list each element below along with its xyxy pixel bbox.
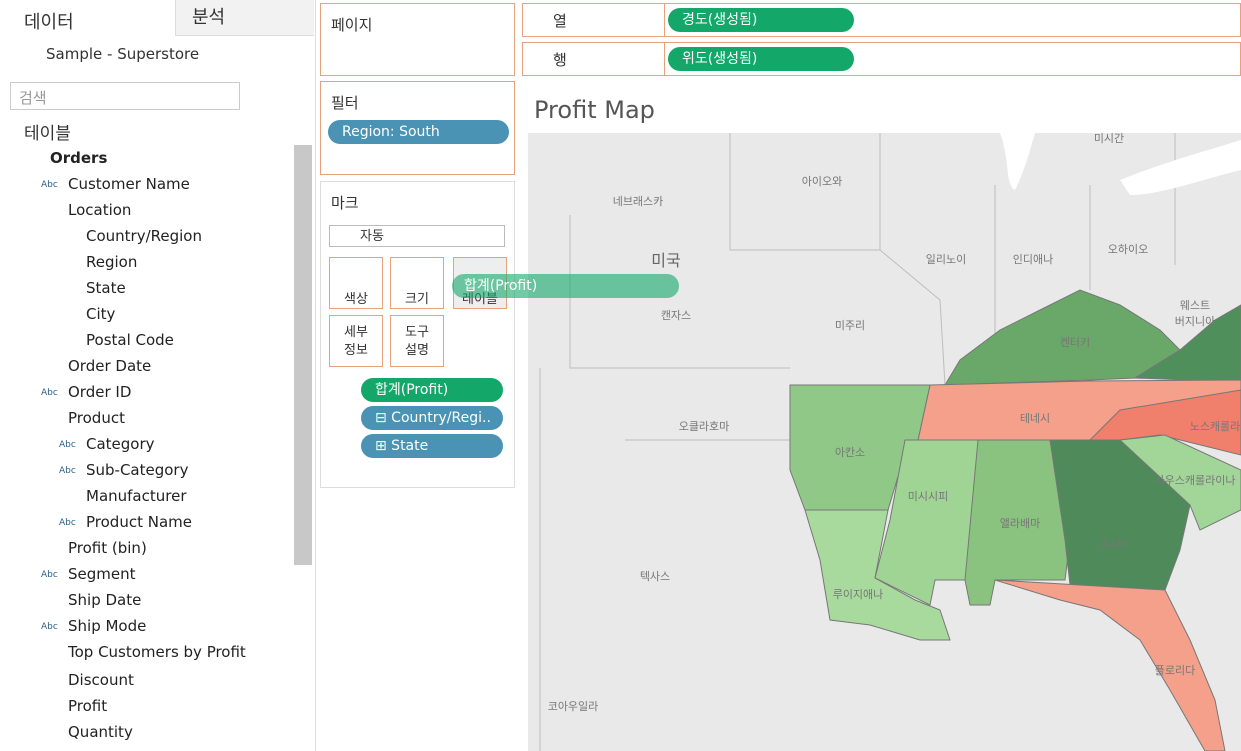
field[interactable]: Ship Date — [68, 591, 142, 609]
mark-pill[interactable]: ⊟ Country/Regi.. — [361, 406, 503, 430]
marks-label: 마크 — [331, 194, 359, 212]
field[interactable]: Region — [86, 253, 138, 271]
map-label: 텍사스 — [639, 570, 671, 583]
drag-ghost: 합계(Profit) — [452, 274, 679, 298]
mark-type-text: 자동 — [360, 229, 384, 244]
field[interactable]: Order ID — [68, 383, 132, 401]
pages-shelf: 페이지 — [320, 3, 515, 76]
field[interactable]: Postal Code — [86, 331, 174, 349]
search-box[interactable]: 검색 — [10, 82, 240, 110]
columns-shelf: 열 경도(생성됨) — [522, 3, 1241, 37]
rows-shelf: 행 위도(생성됨) — [522, 42, 1241, 76]
datasource[interactable]: Sample - Superstore — [46, 45, 200, 63]
filters-label: 필터 — [331, 94, 359, 112]
tab-analysis[interactable]: 분석 — [175, 0, 314, 36]
map — [528, 133, 1241, 751]
tab-data[interactable]: 데이터 — [24, 12, 74, 33]
field[interactable]: State — [86, 279, 126, 297]
map-label: 아칸소 — [834, 446, 866, 459]
field[interactable]: Ship Mode — [68, 617, 147, 635]
columns-label: 열 — [553, 12, 567, 30]
map-label: 웨스트 버지니아 — [1174, 299, 1216, 328]
scrollbar — [294, 145, 312, 565]
view-title: Profit Map — [534, 96, 655, 124]
btn-text: 색상 — [344, 292, 368, 307]
size-btn[interactable]: 크기 — [390, 257, 444, 309]
field[interactable]: Location — [68, 201, 132, 219]
field[interactable]: Product — [68, 409, 125, 427]
color-btn[interactable]: 색상 — [329, 257, 383, 309]
map-label: 켄터키 — [1059, 336, 1091, 349]
field[interactable]: Customer Name — [68, 175, 190, 193]
filters-shelf: 필터 Region: South — [320, 81, 515, 175]
field[interactable]: Product Name — [86, 513, 192, 531]
section-label: 테이블 — [24, 124, 71, 144]
map-label: 아이오와 — [801, 175, 843, 188]
field[interactable]: Profit — [68, 697, 108, 715]
map-label: 미국 — [651, 251, 681, 270]
field-type: Abc — [59, 466, 76, 476]
map-label: 오하이오 — [1107, 243, 1149, 256]
map-label: 미시시피 — [907, 490, 949, 503]
mark-pill[interactable]: ⊞ State — [361, 434, 503, 458]
map-label: 앨라배마 — [999, 517, 1041, 530]
field-type: Abc — [41, 180, 58, 190]
field[interactable]: Manufacturer — [86, 487, 187, 505]
field[interactable]: Segment — [68, 565, 136, 583]
field[interactable]: Profit (bin) — [68, 539, 147, 557]
field[interactable]: Orders — [50, 149, 108, 167]
map-label: 일리노이 — [925, 253, 967, 266]
map-label: 조지아 — [1099, 538, 1131, 551]
map-label: 오클라호마 — [678, 420, 730, 433]
field-type: Abc — [41, 622, 58, 632]
mark-type[interactable]: 자동 — [329, 225, 505, 247]
field[interactable]: City — [86, 305, 116, 323]
filter-pill[interactable]: Region: South — [328, 120, 509, 144]
map-label: 플로리다 — [1154, 664, 1196, 677]
field[interactable]: Category — [86, 435, 155, 453]
pages-label: 페이지 — [331, 16, 373, 34]
field-type: Abc — [41, 388, 58, 398]
btn-text: 세부 정보 — [344, 325, 368, 358]
btn-text: 크기 — [405, 292, 429, 307]
data-pane: 데이터 분석 Sample - Superstore 검색 테이블 Orders… — [0, 0, 316, 751]
detail-btn[interactable]: 세부 정보 — [329, 315, 383, 367]
map-label: 캔자스 — [660, 309, 692, 322]
map-label: 미시간 — [1093, 132, 1125, 145]
tooltip-btn[interactable]: 도구 설명 — [390, 315, 444, 367]
search-placeholder: 검색 — [19, 89, 47, 107]
map-label: 테네시 — [1019, 412, 1051, 425]
rows-pill[interactable]: 위도(생성됨) — [668, 47, 854, 71]
field[interactable]: Quantity — [68, 723, 133, 741]
map-label: 사우스캐롤라이나 — [1154, 474, 1236, 487]
field[interactable]: Country/Region — [86, 227, 202, 245]
map-label: 코아우일라 — [547, 700, 599, 713]
map-label: 인디애나 — [1012, 253, 1054, 266]
map-label: 미주리 — [834, 319, 866, 332]
field-type: Abc — [59, 518, 76, 528]
field[interactable]: Order Date — [68, 357, 152, 375]
map-label: 루이지애나 — [832, 588, 884, 601]
map-label: 노스캐롤라 — [1189, 420, 1241, 433]
field[interactable]: Discount — [68, 671, 134, 689]
columns-pill[interactable]: 경도(생성됨) — [668, 8, 854, 32]
field-type: Abc — [59, 440, 76, 450]
field-type: Abc — [41, 570, 58, 580]
map-label: 네브래스카 — [612, 195, 664, 208]
rows-label: 행 — [553, 51, 567, 69]
field[interactable]: Sub-Category — [86, 461, 189, 479]
mark-pill[interactable]: 합계(Profit) — [361, 378, 503, 402]
btn-text: 도구 설명 — [405, 325, 429, 358]
marks-card: 마크 자동 색상 크기 레이블 세부 정보 도구 설명 합계(Profit) ⊟… — [320, 181, 515, 488]
field[interactable]: Top Customers by Profit — [68, 643, 246, 661]
